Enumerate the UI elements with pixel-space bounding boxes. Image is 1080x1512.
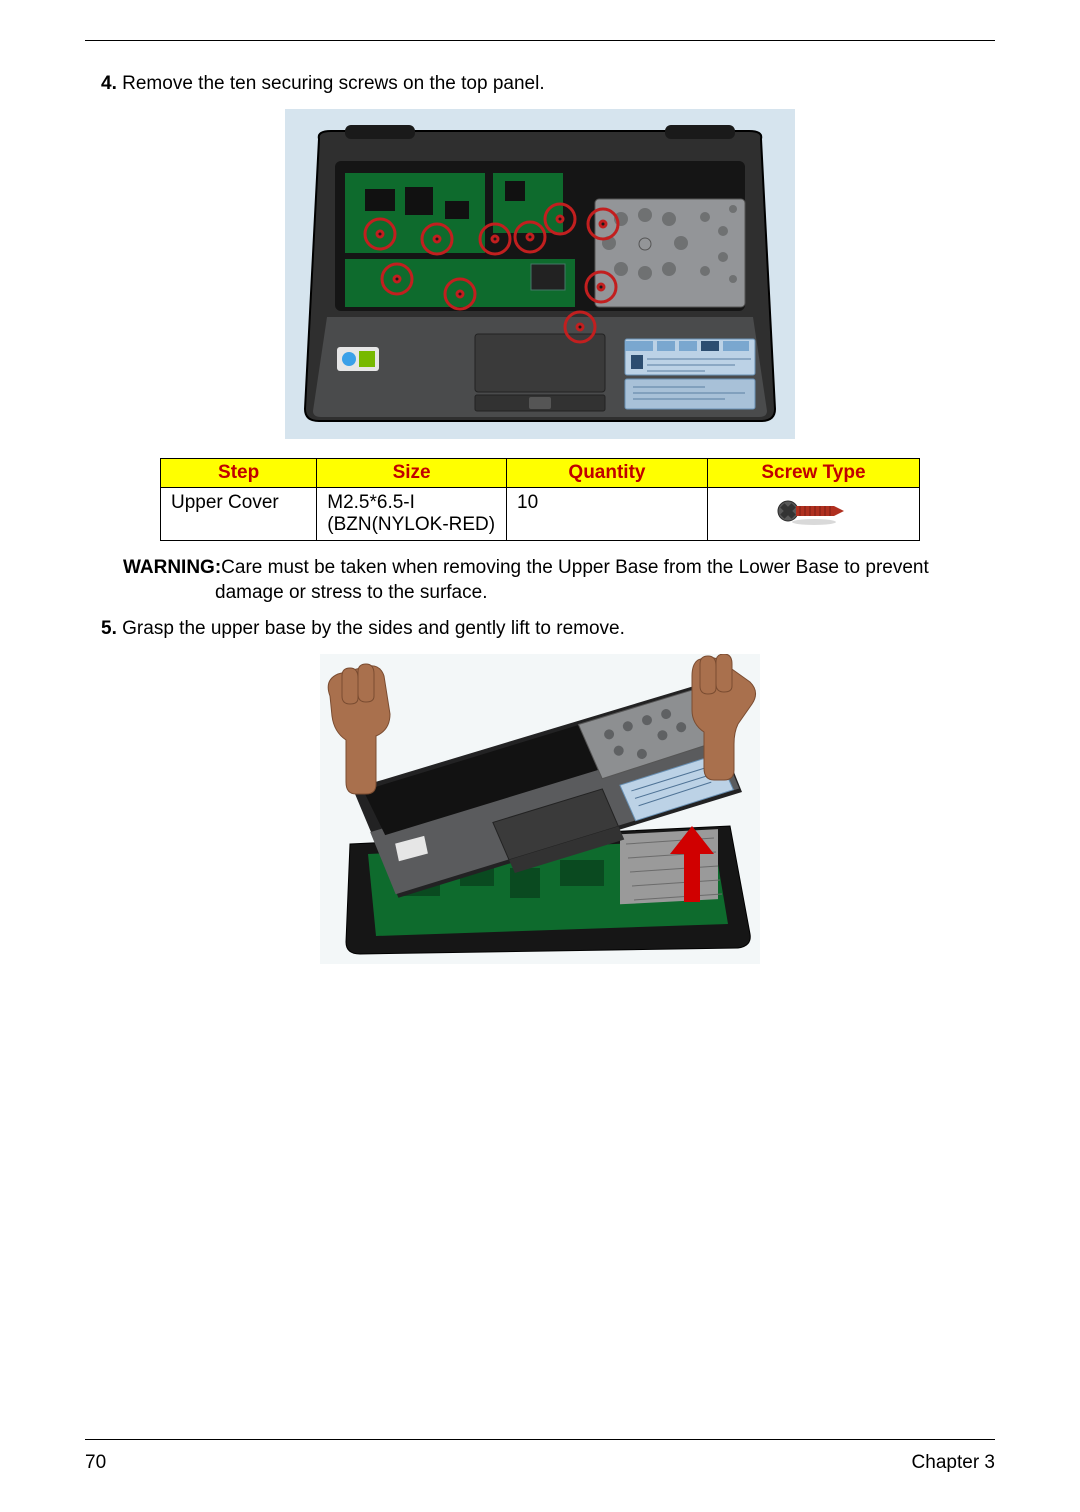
table-header-row: Step Size Quantity Screw Type <box>161 458 920 487</box>
th-step: Step <box>161 458 317 487</box>
bottom-rule <box>85 1439 995 1440</box>
warning-paragraph: WARNING:Care must be taken when removing… <box>85 555 995 606</box>
th-qty: Quantity <box>507 458 708 487</box>
step-5: 5. Grasp the upper base by the sides and… <box>85 616 995 642</box>
td-qty: 10 <box>507 487 708 540</box>
page-number: 70 <box>85 1452 106 1474</box>
screw-icon <box>774 494 852 528</box>
step-5-text: Grasp the upper base by the sides and ge… <box>122 618 625 639</box>
th-size: Size <box>317 458 507 487</box>
step-4-number: 4. <box>101 73 117 94</box>
screw-table: Step Size Quantity Screw Type Upper Cove… <box>160 458 920 541</box>
top-rule <box>85 40 995 41</box>
td-size-l1: M2.5*6.5-I <box>327 492 415 513</box>
table-row: Upper Cover M2.5*6.5-I (BZN(NYLOK-RED) 1… <box>161 487 920 540</box>
warning-label: WARNING: <box>123 557 221 578</box>
figure-lift-base <box>85 654 995 969</box>
lift-base-svg <box>320 654 760 964</box>
step-4-text: Remove the ten securing screws on the to… <box>122 73 544 94</box>
step-4: 4. Remove the ten securing screws on the… <box>85 71 995 97</box>
td-screw-icon <box>707 487 919 540</box>
td-step: Upper Cover <box>161 487 317 540</box>
top-panel-svg <box>285 109 795 439</box>
chapter-label: Chapter 3 <box>912 1452 995 1474</box>
figure-top-panel <box>85 109 995 444</box>
page-footer: 70 Chapter 3 <box>85 1452 995 1474</box>
td-size: M2.5*6.5-I (BZN(NYLOK-RED) <box>317 487 507 540</box>
td-size-l2: (BZN(NYLOK-RED) <box>327 514 495 535</box>
step-5-number: 5. <box>101 618 117 639</box>
th-type: Screw Type <box>707 458 919 487</box>
warning-text: Care must be taken when removing the Upp… <box>215 557 929 604</box>
